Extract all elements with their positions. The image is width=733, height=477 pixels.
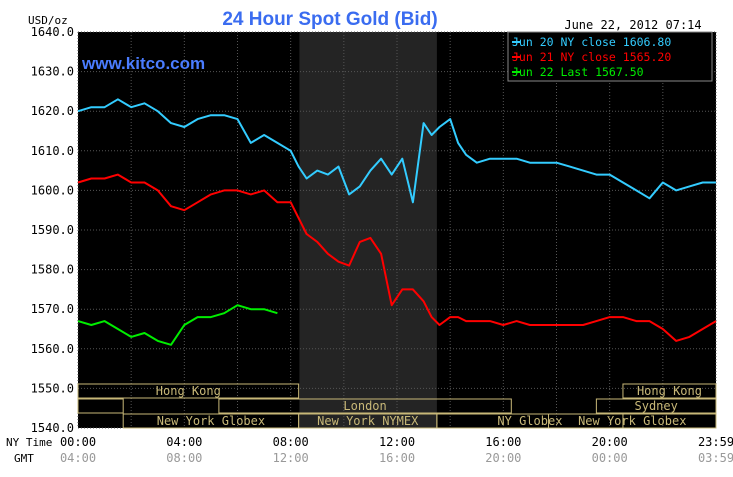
x-tick-label-ny: 08:00 [273,435,309,449]
x-tick-label-gmt: 12:00 [273,451,309,465]
series-line-1 [77,98,716,204]
y-tick-label: 1630.0 [31,65,74,79]
x-axis-ticks: 00:00 04:00 04:00 08:00 08:00 12:00 12:00 16:00… [60,435,733,465]
session-bar-box [218,398,512,414]
legend-box [507,31,713,82]
session-bar-box [622,383,717,399]
session-bar [77,398,124,414]
session-label: Hong Kong [156,384,221,398]
session-label: Sydney [635,399,678,413]
watermark: www.kitco.com [81,54,205,73]
x-tick-label-ny: 12:00 [379,435,415,449]
y-tick-label: 1550.0 [31,381,74,395]
x-tick-label-ny: 16:00 [485,435,521,449]
legend-item-jun20: Jun 20 NY close 1606.80 [512,35,671,49]
session-label: New York Globex [578,414,686,428]
session-label: NY Globex [497,414,562,428]
legend-markers [512,41,520,73]
legend-item-jun22: Jun 22 Last 1567.50 [512,65,644,79]
x-tick-label-gmt: 04:00 [60,451,96,465]
session-label: London [343,399,386,413]
ny-time-label: NY Time [6,436,52,449]
y-tick-label: 1600.0 [31,183,74,197]
session-label: Hong Kong [637,384,702,398]
session-label: New York Globex [157,414,265,428]
session-bar-box [436,413,624,429]
session-bar-box [77,383,300,399]
y-tick-label: 1540.0 [31,421,74,435]
session-bars: Hong Kong London New York Globex New York N… [77,383,717,429]
y-axis-unit: USD/oz [28,14,68,27]
x-tick-label-gmt: 16:00 [379,451,415,465]
session-bar-box [595,398,717,414]
session-label: New York NYMEX [317,414,419,428]
session-bar: New York Globex [548,413,717,429]
x-tick-label-gmt: 08:00 [166,451,202,465]
x-tick-label-ny: 23:59 [698,435,733,449]
legend: Jun 20 NY close 1606.80 Jun 21 NY close … [507,31,713,82]
x-tick-label-gmt: 00:00 [592,451,628,465]
session-bar-box [548,413,717,429]
chart-title: 24 Hour Spot Gold (Bid) [222,9,437,30]
y-tick-label: 1560.0 [31,342,74,356]
y-tick-label: 1590.0 [31,223,74,237]
y-axis-ticks: 1640.0 1630.0 1620.0 1610.0 1600.0 1590.0 1580… [31,25,74,435]
series-line-2 [77,173,717,342]
nymex-shade [299,32,437,428]
session-bar-box [77,398,124,414]
y-tick-label: 1610.0 [31,144,74,158]
x-tick-label-gmt: 20:00 [485,451,521,465]
y-tick-label: 1640.0 [31,25,74,39]
session-bar: Sydney [595,398,717,414]
session-bar: Hong Kong [622,383,717,399]
timestamp: June 22, 2012 07:14 [564,18,701,32]
session-bar: Hong Kong [77,383,300,399]
series-line-3 [77,304,278,346]
y-tick-label: 1570.0 [31,302,74,316]
y-tick-label: 1580.0 [31,263,74,277]
session-bar: NY Globex [436,413,624,429]
x-tick-label-ny: 20:00 [592,435,628,449]
series-group [77,98,717,346]
session-bar: New York NYMEX [298,413,438,429]
session-bar: London [218,398,512,414]
x-tick-label-ny: 04:00 [166,435,202,449]
y-tick-label: 1620.0 [31,104,74,118]
legend-item-jun21: Jun 21 NY close 1565.20 [512,50,671,64]
x-tick-label-ny: 00:00 [60,435,96,449]
x-tick-label-gmt: 03:59 [698,451,733,465]
gmt-label: GMT [14,452,34,465]
